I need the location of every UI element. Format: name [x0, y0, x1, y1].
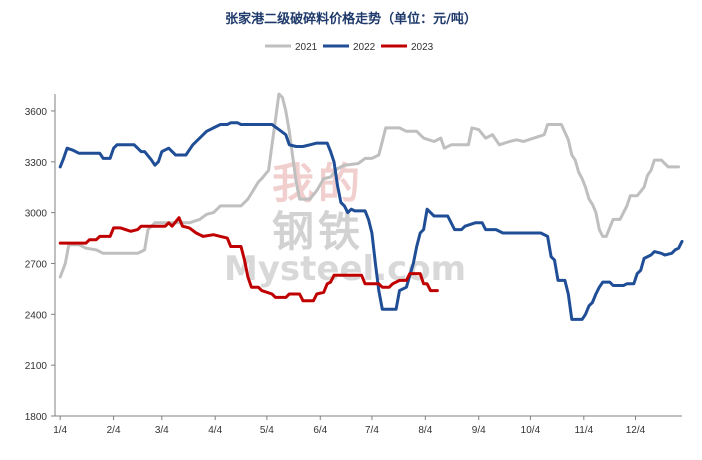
- watermark-line3: Mysteel.com: [224, 249, 466, 289]
- x-tick-label: 6/4: [313, 425, 327, 436]
- chart-title: 张家港二级破碎料价格走势（单位：元/吨）: [225, 11, 477, 27]
- x-tick-label: 12/4: [626, 425, 646, 436]
- y-tick-label: 3000: [25, 209, 48, 220]
- x-tick-label: 10/4: [521, 425, 541, 436]
- x-tick-label: 9/4: [472, 425, 486, 436]
- x-tick-label: 4/4: [208, 425, 222, 436]
- x-tick-label: 1/4: [53, 425, 67, 436]
- x-tick-label: 7/4: [365, 425, 379, 436]
- x-tick-label: 3/4: [155, 425, 169, 436]
- x-tick-label: 11/4: [574, 425, 593, 436]
- x-tick-label: 2/4: [107, 425, 121, 436]
- legend: 2021 2022 2023: [265, 42, 434, 53]
- y-tick-label: 1800: [25, 412, 48, 423]
- series-line-2022: [58, 121, 684, 321]
- y-tick-label: 2700: [25, 259, 48, 270]
- legend-label-2023: 2023: [411, 42, 434, 53]
- x-tick-label: 5/4: [260, 425, 274, 436]
- axes: 1800 2100 2400 2700 3000 3300 3600 1/4 2/4 3/4 4/4…: [25, 94, 682, 436]
- legend-label-2021: 2021: [295, 42, 318, 53]
- series-line-2021: [58, 92, 681, 279]
- y-tick-label: 3300: [25, 158, 48, 169]
- watermark-line1: 我的: [272, 159, 364, 208]
- watermark-line2: 钢铁: [272, 207, 364, 256]
- x-tick-label: 8/4: [418, 425, 432, 436]
- series-line-2023: [58, 216, 439, 303]
- y-tick-label: 3600: [25, 107, 48, 118]
- series-lines: [58, 92, 684, 321]
- y-tick-label: 2400: [25, 310, 48, 321]
- y-tick-label: 2100: [25, 361, 48, 372]
- legend-label-2022: 2022: [353, 42, 376, 53]
